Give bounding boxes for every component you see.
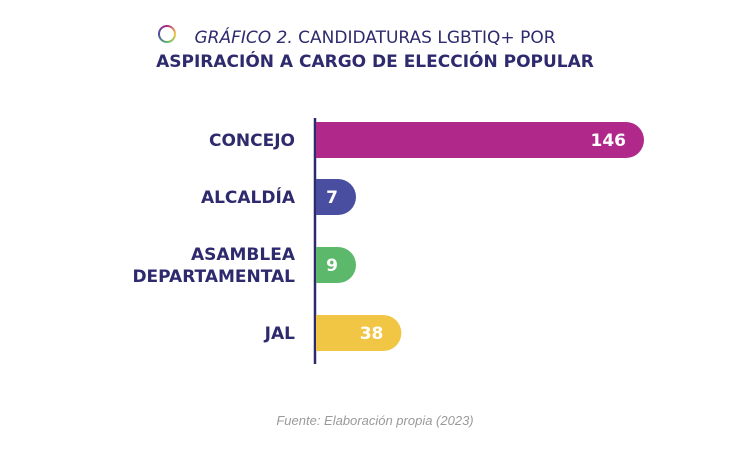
bar-value-label: 38 (360, 324, 384, 344)
bar-value-label: 146 (591, 131, 627, 151)
source-note: Fuente: Elaboración propia (2023) (276, 413, 474, 428)
bar (316, 179, 356, 215)
bar-value-label: 7 (326, 188, 338, 208)
bar (316, 122, 644, 158)
bar (316, 247, 356, 283)
chart-title-rest: CANDIDATURAS LGBTIQ+ POR (292, 28, 556, 48)
chart-title-line2: ASPIRACIÓN A CARGO DE ELECCIÓN POPULAR (156, 52, 594, 72)
category-label: ASAMBLEA (191, 245, 296, 265)
category-label: ALCALDÍA (201, 186, 296, 208)
chart-title-line1: GRÁFICO 2. CANDIDATURAS LGBTIQ+ POR (0, 26, 750, 50)
logo-ring-icon (158, 25, 176, 43)
category-label: DEPARTAMENTAL (132, 267, 295, 287)
chart-title: GRÁFICO 2. CANDIDATURAS LGBTIQ+ POR ASPI… (0, 26, 750, 74)
bar-value-label: 9 (326, 256, 338, 276)
category-label: JAL (264, 324, 295, 344)
chart-title-lead: GRÁFICO 2. (194, 28, 293, 48)
category-label: CONCEJO (209, 131, 295, 151)
bar (316, 315, 402, 351)
